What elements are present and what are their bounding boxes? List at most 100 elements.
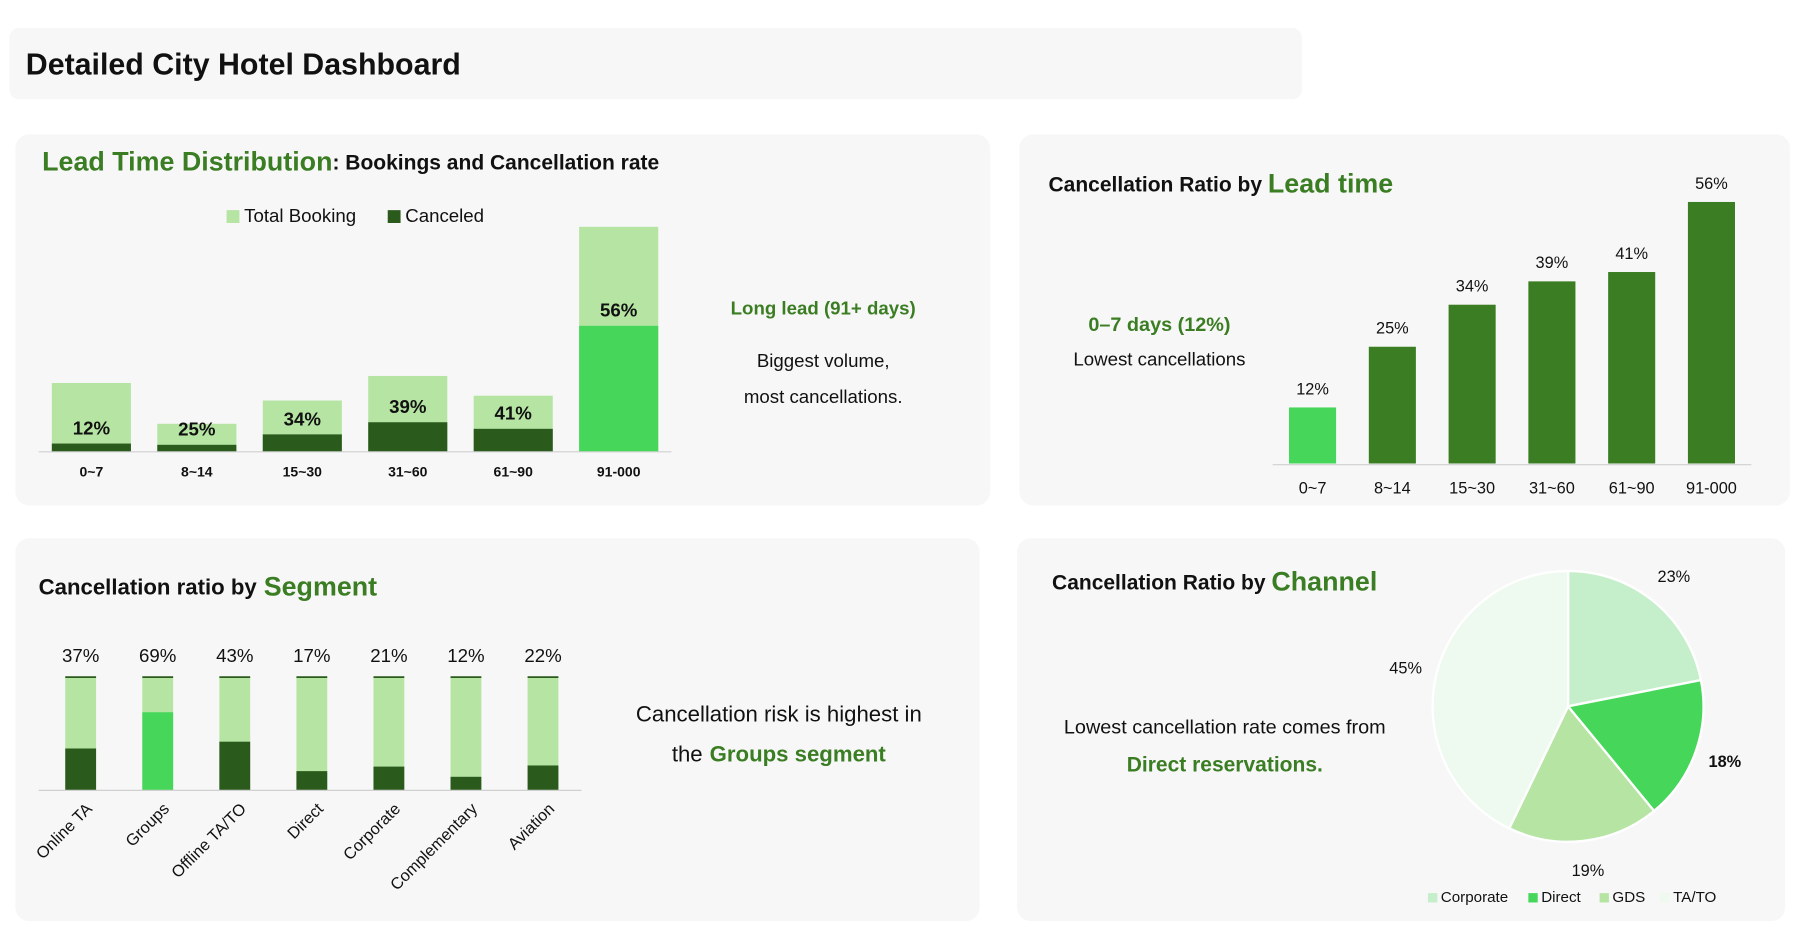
data-label: 39%	[1536, 254, 1569, 272]
legend-label: Total Booking	[244, 205, 356, 226]
data-label: 19%	[1572, 862, 1605, 880]
title-emphasis: Channel	[1271, 567, 1377, 597]
bar	[579, 325, 659, 452]
data-label: 37%	[62, 645, 99, 666]
annotation: Cancellation risk is highest in	[636, 702, 922, 727]
legend-swatch	[1599, 893, 1609, 903]
data-label: 21%	[370, 645, 407, 666]
annotation-heading: Long lead (91+ days)	[731, 297, 916, 318]
panel	[15, 134, 991, 506]
legend-swatch	[387, 210, 401, 223]
x-tick-label: 8~14	[181, 464, 213, 480]
x-tick-label: 61~90	[494, 464, 534, 480]
data-label: 69%	[139, 645, 176, 666]
subtitle: : Bookings and Cancellation rate	[332, 151, 659, 174]
data-label: 41%	[1615, 245, 1648, 263]
bar	[142, 712, 174, 791]
data-label: 22%	[524, 645, 561, 666]
data-label: 18%	[1709, 753, 1742, 771]
data-label: 25%	[178, 419, 216, 440]
x-tick-label: 91-000	[1686, 479, 1737, 497]
data-label: 56%	[1695, 175, 1728, 193]
panel	[15, 538, 980, 922]
pie-slice	[1566, 569, 1703, 708]
chart-title: Lead Time Distribution: Bookings and Can…	[42, 147, 659, 177]
x-tick-label: 15~30	[1449, 479, 1495, 497]
legend-label: TA/TO	[1673, 889, 1716, 906]
data-label: 12%	[447, 645, 484, 666]
pie-slice	[1565, 678, 1705, 813]
data-label: 43%	[216, 645, 253, 666]
bar	[1289, 407, 1337, 464]
data-label: 34%	[1456, 278, 1489, 296]
x-tick-label: 0~7	[79, 464, 103, 480]
data-label: 34%	[284, 408, 322, 429]
data-label: 41%	[495, 403, 533, 424]
chart-title: Cancellation Ratio by Lead time	[1049, 169, 1394, 199]
data-label: 12%	[1296, 380, 1329, 398]
annotation: the Groups segment	[672, 741, 887, 766]
bar-background	[450, 677, 482, 791]
annotation: most cancellations.	[744, 386, 903, 407]
title: Cancellation Ratio by	[1049, 173, 1263, 196]
bar	[1608, 272, 1656, 464]
page-title: Detailed City Hotel Dashboard	[26, 49, 461, 82]
legend-label: Direct	[1541, 889, 1581, 906]
x-tick-label: 31~60	[388, 464, 428, 480]
bar	[1528, 281, 1576, 464]
x-tick-label: 31~60	[1529, 479, 1575, 497]
legend-label: Canceled	[405, 205, 484, 226]
title: Cancellation Ratio by	[1052, 571, 1266, 594]
x-tick-label: 15~30	[283, 464, 323, 480]
pie-slice	[1507, 704, 1656, 843]
header-panel	[9, 28, 1302, 100]
bar	[51, 443, 131, 452]
title-emphasis: Lead time	[1268, 169, 1393, 199]
title: Lead Time Distribution	[42, 147, 332, 177]
legend-label: Corporate	[1441, 889, 1508, 906]
annotation: Lowest cancellation rate comes from	[1064, 717, 1386, 739]
annotation-heading: 0–7 days (12%)	[1088, 314, 1230, 336]
annotation-text: the	[672, 741, 703, 766]
data-label: 45%	[1389, 660, 1422, 678]
chart-title: Cancellation Ratio by Channel	[1052, 567, 1377, 597]
annotation: Biggest volume,	[757, 350, 890, 371]
chart-title: Cancellation ratio by Segment	[39, 572, 378, 602]
x-tick-label: 61~90	[1609, 479, 1655, 497]
title-emphasis: Segment	[264, 572, 377, 602]
bar	[368, 422, 448, 452]
legend-swatch	[1660, 893, 1670, 903]
legend-swatch	[226, 210, 240, 223]
title: Cancellation ratio by	[39, 574, 258, 599]
bar	[65, 748, 97, 791]
annotation-emphasis: Groups segment	[710, 741, 887, 766]
annotation: Lowest cancellations	[1073, 349, 1245, 370]
x-tick-label: 91-000	[597, 464, 641, 480]
legend-label: GDS	[1612, 889, 1645, 906]
annotation-emphasis: Direct reservations.	[1127, 753, 1323, 776]
data-label: 17%	[293, 645, 330, 666]
data-label: 12%	[73, 417, 111, 438]
data-label: 39%	[389, 396, 427, 417]
legend-swatch	[1528, 893, 1538, 903]
panel	[1019, 134, 1790, 506]
x-tick-label: 0~7	[1299, 479, 1327, 497]
legend-swatch	[1427, 893, 1438, 903]
bar	[51, 382, 131, 452]
bar	[473, 428, 553, 452]
data-label: 25%	[1376, 320, 1409, 338]
bar	[296, 771, 328, 791]
bar	[1687, 201, 1735, 464]
data-label: 23%	[1658, 568, 1691, 586]
data-label: 56%	[600, 300, 638, 321]
bar	[219, 741, 251, 791]
bar	[157, 444, 237, 452]
bar	[262, 434, 342, 452]
bar	[527, 765, 559, 791]
bar	[1448, 304, 1496, 464]
pie-slice	[1431, 569, 1570, 830]
bar	[373, 766, 405, 791]
bar	[1368, 346, 1416, 464]
